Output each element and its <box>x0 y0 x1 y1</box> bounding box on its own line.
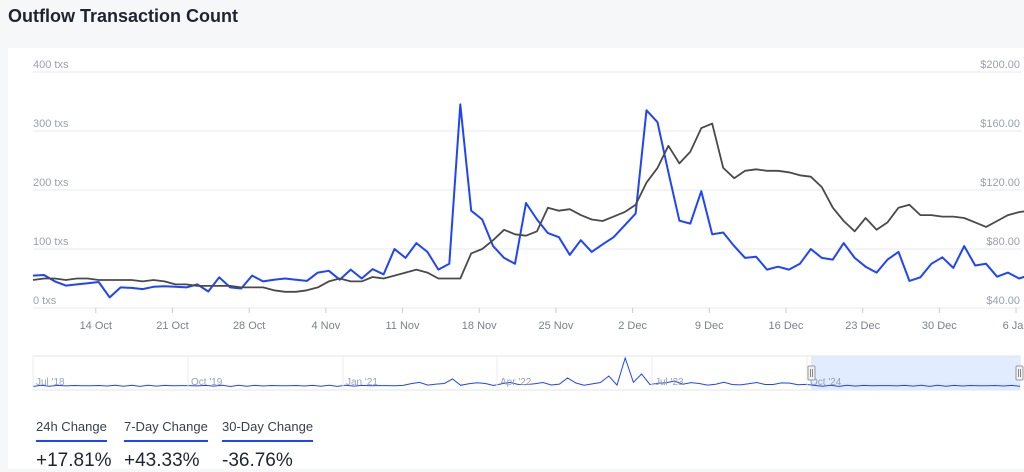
navigator-label: Apr '22 <box>500 377 532 388</box>
stat-30d-label: 30-Day Change <box>222 419 314 442</box>
navigator-trace <box>32 356 1021 388</box>
stat-24h-value: +17.81% <box>36 450 112 471</box>
navigator-label: Jul '18 <box>36 377 65 388</box>
time-navigator: Jul '18 Oct '19 Jan '21 Apr '22 Jul '23 Oct '… <box>32 355 1024 391</box>
x-axis: 14 Oct 21 Oct 28 Oct 4 Nov 11 Nov 18 Nov 25 No… <box>80 308 1024 332</box>
navigator-label: Jan '21 <box>346 377 378 388</box>
y-left-tick-label: 400 txs <box>33 59 69 71</box>
y-left-tick-label: 200 txs <box>33 177 69 189</box>
navigator-label: Oct '24 <box>810 377 842 388</box>
navigator-right-handle[interactable] <box>1015 365 1024 381</box>
outflow-chart[interactable]: 0 txs 100 txs 200 txs 300 txs 400 txs $40.00… <box>0 0 1024 400</box>
y-right-tick-label: $80.00 <box>986 236 1020 248</box>
y-right-tick-label: $160.00 <box>980 118 1020 130</box>
x-tick-label: 28 Oct <box>233 320 265 332</box>
x-tick-label: 6 Jan <box>1003 320 1024 332</box>
y-left-tick-label: 0 txs <box>33 295 57 307</box>
x-tick-label: 25 Nov <box>538 320 573 332</box>
y-axis-left: 0 txs 100 txs 200 txs 300 txs 400 txs <box>33 59 69 307</box>
navigator-left-handle[interactable] <box>807 365 816 381</box>
navigator-selection <box>811 356 1020 390</box>
x-tick-label: 4 Nov <box>311 320 340 332</box>
y-axis-right: $40.00 $80.00 $120.00 $160.00 $200.00 <box>980 59 1020 307</box>
stat-7d-value: +43.33% <box>124 450 200 471</box>
y-left-tick-label: 100 txs <box>33 236 69 248</box>
stat-7d-label: 7-Day Change <box>124 419 208 442</box>
y-left-tick-label: 300 txs <box>33 118 69 130</box>
stat-24h-label: 24h Change <box>36 419 107 442</box>
y-right-tick-label: $120.00 <box>980 177 1020 189</box>
stat-30d-value: -36.76% <box>222 450 293 471</box>
navigator-label: Oct '19 <box>191 377 223 388</box>
stat-7d[interactable]: 7-Day Change +43.33% <box>124 418 208 472</box>
x-tick-label: 14 Oct <box>80 320 112 332</box>
price-line <box>32 122 1024 293</box>
outflow-tx-line <box>32 103 1024 299</box>
x-tick-label: 9 Dec <box>695 320 724 332</box>
x-tick-label: 30 Dec <box>922 320 957 332</box>
x-tick-label: 18 Nov <box>462 320 497 332</box>
grid-lines <box>33 71 1022 309</box>
stat-30d[interactable]: 30-Day Change -36.76% <box>222 418 314 472</box>
x-tick-label: 23 Dec <box>845 320 880 332</box>
x-tick-label: 2 Dec <box>618 320 647 332</box>
x-tick-label: 16 Dec <box>769 320 804 332</box>
chart-title: Outflow Transaction Count <box>8 6 238 26</box>
x-tick-label: 21 Oct <box>156 320 188 332</box>
navigator-label: Jul '23 <box>655 377 684 388</box>
y-right-tick-label: $200.00 <box>980 59 1020 71</box>
y-right-tick-label: $40.00 <box>986 295 1020 307</box>
series-lines <box>32 103 1024 299</box>
x-tick-label: 11 Nov <box>386 320 421 332</box>
stat-24h[interactable]: 24h Change +17.81% <box>36 418 112 472</box>
